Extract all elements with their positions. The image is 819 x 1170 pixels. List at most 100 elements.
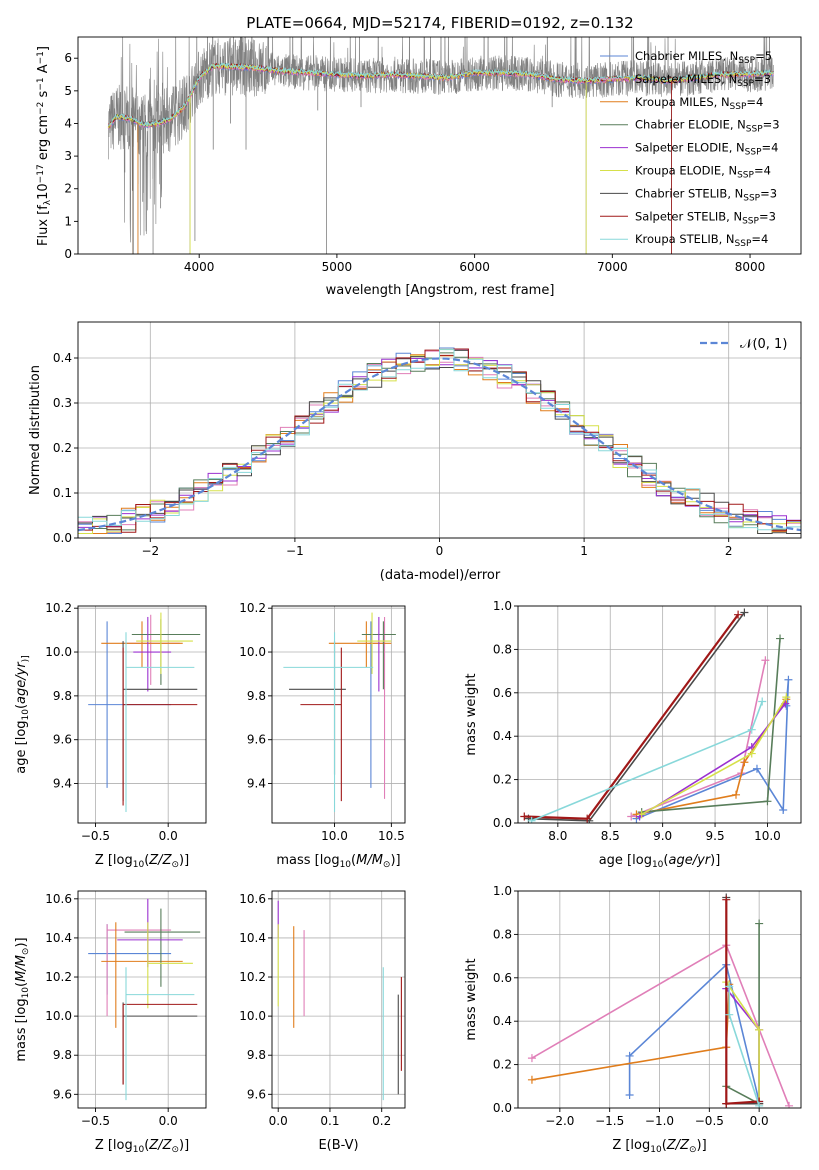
age-z-xtick-label: 0.0	[159, 829, 178, 843]
mass-z-y-axis-label-part: ⊙	[21, 948, 31, 956]
age-z-ytick-label: 9.8	[53, 689, 72, 703]
weight-z-marker	[625, 1051, 634, 1060]
mass-z: −0.5 0.09.69.810.010.210.410.6Z [log10(Z/…	[14, 890, 207, 1155]
legend-label-7-part: SSP	[742, 216, 759, 226]
legend-label-0: Chabrier MILES, NSSP=5	[635, 49, 772, 66]
weight-age-marker	[763, 797, 772, 806]
weight-age-x-axis-label: age [log10(age/yr)]	[599, 853, 721, 870]
spectrum-plot-area	[107, 37, 774, 254]
figure-title: PLATE=0664, MJD=52174, FIBERID=0192, z=0…	[246, 14, 633, 32]
weight-age-ytick-label: 0.2	[493, 773, 512, 787]
weight-age-marker	[520, 812, 529, 821]
age-mass-x-axis-label-part: mass [log	[276, 853, 339, 868]
mass-z-x-axis-label: Z [log10(Z/Z⊙)]	[95, 1138, 189, 1155]
mass-ebv-x-axis-label-part: E(B-V)	[318, 1138, 358, 1153]
weight-age-marker	[758, 697, 767, 706]
legend-label-6-part: Chabrier STELIB, N	[635, 186, 743, 200]
mass-z-y-axis-label-part: 10	[21, 987, 31, 999]
weight-age-marker	[627, 812, 636, 821]
weight-age-line-2	[636, 698, 787, 816]
weight-age-xtick-label: 8.5	[601, 829, 620, 843]
age-mass-xtick-label: 10.0	[321, 829, 348, 843]
spectrum-y-axis-label: Flux [fλ10−17 erg cm−2 s−1 A−1]	[36, 46, 53, 246]
weight-age-marker	[761, 656, 770, 665]
age-mass-frame	[271, 605, 406, 824]
legend-label-1: Salpeter MILES, NSSP=3	[635, 72, 771, 89]
age-z-x-axis-label-part: ⊙	[171, 860, 179, 870]
mass-z-ytick-label: 10.6	[45, 892, 72, 906]
weight-age-ytick-label: 0.6	[493, 686, 512, 700]
weight-z-x-axis-label-part: Z [log	[612, 1138, 650, 1153]
spectrum-y-axis-label-part: s	[36, 90, 51, 101]
legend-label-4-part: Salpeter ELODIE, N	[635, 141, 745, 155]
weight-z-y-axis-label: mass weight	[464, 958, 479, 1040]
spectrum-ytick-label: 4	[64, 116, 72, 130]
weight-age-ytick-label: 0.4	[493, 729, 512, 743]
weight-z-marker	[625, 1090, 634, 1099]
weight-z-ytick-label: 0.4	[493, 1014, 512, 1028]
spectrum-y-axis-label-part: erg cm	[36, 115, 51, 164]
spectrum-xtick-label: 4000	[184, 260, 215, 274]
histogram-xtick-label: 2	[725, 544, 733, 558]
mass-z-xtick-label: −0.5	[81, 1114, 110, 1128]
weight-z-ytick-label: 0.8	[493, 927, 512, 941]
mass-z-x-axis-label-part: )]	[179, 1138, 189, 1153]
histogram-xtick-label: 0	[436, 544, 444, 558]
weight-age-marker	[740, 758, 749, 767]
weight-z-xtick-label: −1.5	[595, 1114, 624, 1128]
spectrum-xtick-label: 7000	[597, 260, 628, 274]
legend-label-1-part: =3	[754, 72, 771, 86]
histogram-xtick-label: −2	[141, 544, 159, 558]
mass-z-x-axis-label-part: 10	[133, 1145, 145, 1155]
spectrum-y-axis-label-part: −1	[36, 77, 46, 90]
age-z-x-axis-label-part: 10	[133, 860, 145, 870]
weight-age-xtick-label: 10.0	[754, 829, 781, 843]
mass-ebv-xtick-label: 0.0	[269, 1114, 288, 1128]
weight-age-x-axis-label-part: age [log	[599, 853, 652, 868]
spectrum-ytick-label: 6	[64, 51, 72, 65]
legend-label-7-part: Salpeter STELIB, N	[635, 209, 742, 223]
legend-label-0-part: Chabrier MILES, N	[635, 49, 738, 63]
weight-z-marker	[785, 1101, 794, 1108]
spectrum-y-axis-label-part: −1	[36, 51, 46, 64]
weight-age-marker	[752, 764, 761, 773]
age-z-x-axis-label-part: Z/Z	[148, 853, 172, 868]
mass-ebv-ytick-label: 9.6	[247, 1087, 266, 1101]
mass-ebv-ytick-label: 9.8	[247, 1048, 266, 1062]
age-z-ytick-label: 10.0	[45, 645, 72, 659]
legend-label-4: Salpeter ELODIE, NSSP=4	[635, 141, 778, 158]
mass-z-x-axis-label-part: Z/Z	[148, 1138, 172, 1153]
weight-age-marker	[776, 634, 785, 643]
weight-age-ytick-label: 1.0	[493, 599, 512, 613]
spectrum-ytick-label: 1	[64, 214, 72, 228]
weight-age-marker	[583, 814, 592, 823]
legend-label-7-part: =3	[759, 209, 776, 223]
weight-z-xtick-label: −0.5	[695, 1114, 724, 1128]
spectrum-y-axis-label-part: λ	[43, 199, 53, 205]
legend-label-6-part: =3	[760, 186, 777, 200]
age-z-y-axis-label-part: )]	[21, 655, 31, 662]
weight-z-plot-area	[527, 893, 794, 1108]
legend-label-0-part: SSP	[738, 56, 755, 66]
age-mass-ytick-label: 10.0	[239, 645, 266, 659]
weight-age-marker	[637, 810, 646, 819]
histogram-y-axis-label-part: Normed distribution	[28, 365, 43, 495]
age-z-plot-area	[88, 612, 201, 813]
weight-age-line-7	[524, 614, 739, 820]
weight-z-line-3	[725, 923, 760, 1106]
weight-age-marker	[734, 610, 743, 619]
histogram-xtick-label: −1	[286, 544, 304, 558]
legend-label-4-part: SSP	[745, 147, 762, 157]
weight-z-x-axis-label-part: )]	[697, 1138, 707, 1153]
age-z-y-axis-label-part: age [log	[14, 720, 29, 773]
legend-label-3-part: =3	[763, 118, 780, 132]
mass-ebv-xtick-label: 0.2	[372, 1114, 391, 1128]
age-mass-x-axis-label-part: )]	[390, 853, 400, 868]
legend-label-1-part: SSP	[737, 78, 754, 88]
weight-z-line-0	[628, 963, 760, 1102]
legend-label-7: Salpeter STELIB, NSSP=3	[635, 209, 776, 226]
histogram-plot-area	[78, 347, 801, 534]
age-z-x-axis-label-part: Z [log	[95, 853, 133, 868]
histogram: −2 −1 0 1 2 0.0 0.1 0.2 0.3 0.4 𝒩(0, 1) (data-model…	[28, 321, 802, 583]
